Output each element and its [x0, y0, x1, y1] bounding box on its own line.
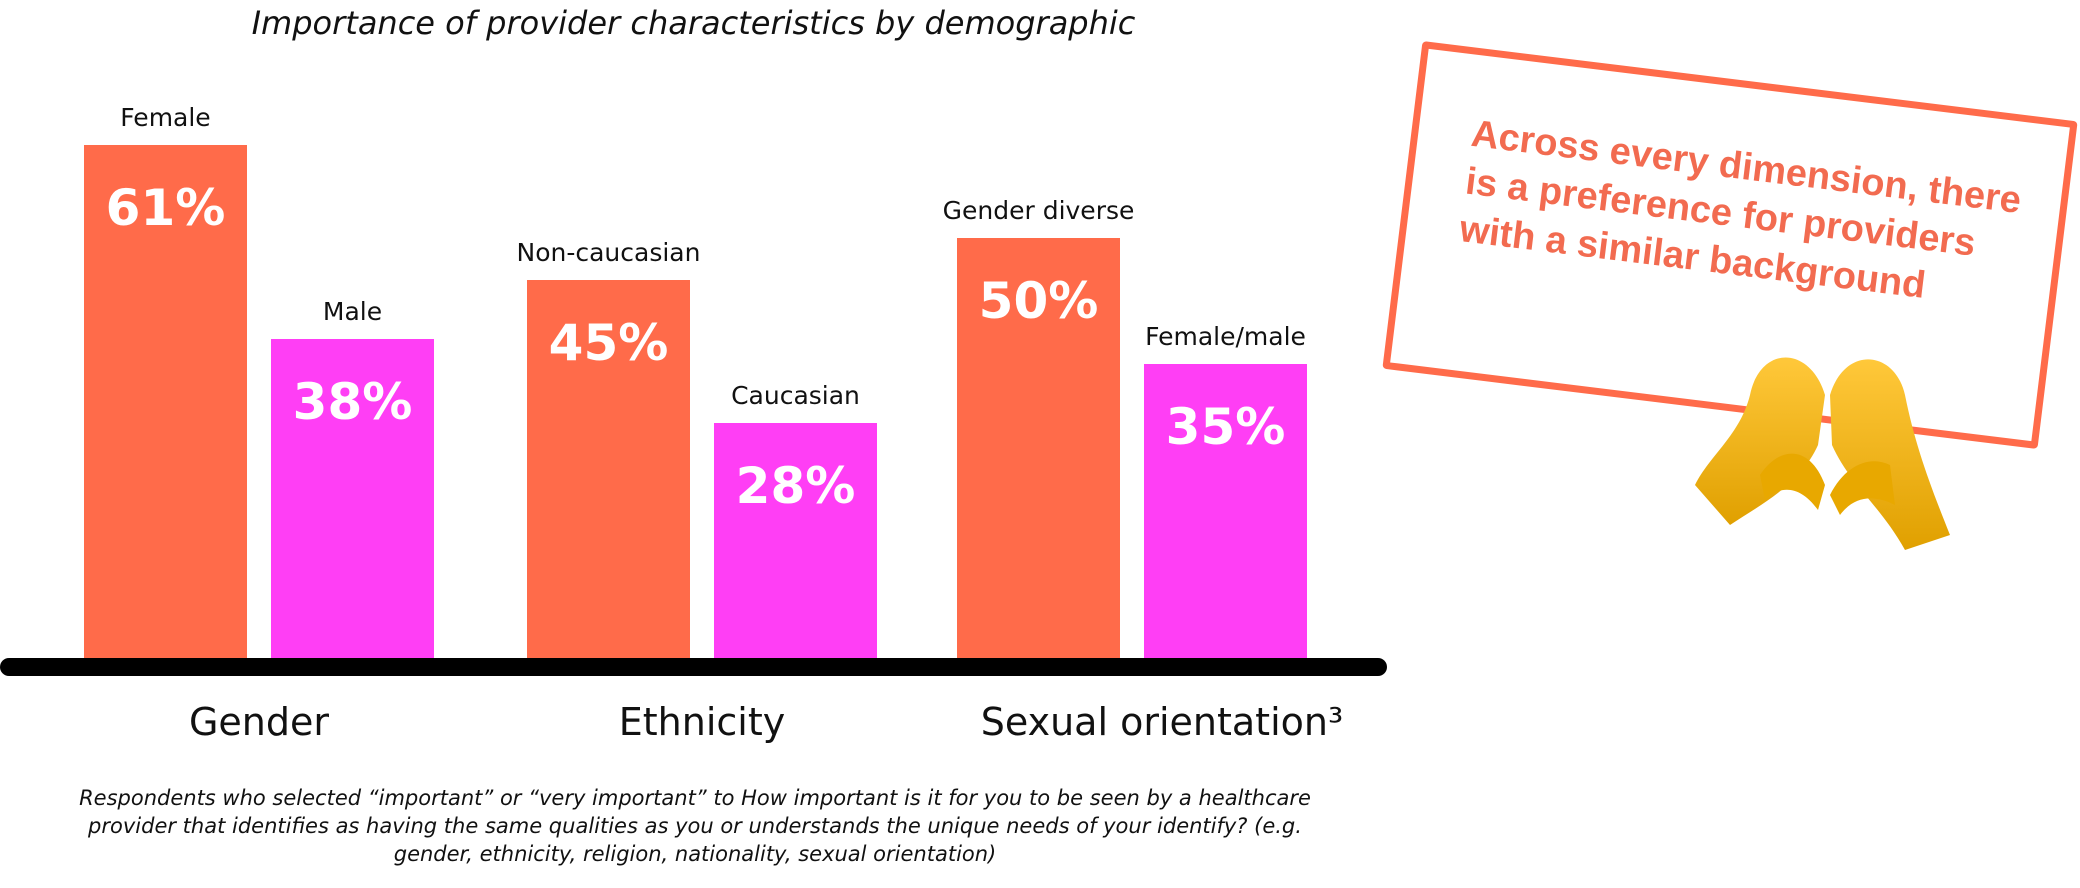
- bar-value-label: 50%: [978, 271, 1099, 330]
- group-label: Ethnicity: [618, 700, 786, 744]
- footnote: Respondents who selected “important” or …: [79, 786, 1311, 866]
- group-label: Gender: [188, 700, 330, 744]
- chart-title: Importance of provider characteristics b…: [251, 4, 1136, 42]
- bar-chart: 61% Female 38% Male Gender 45% Non-caucasian 28…: [84, 102, 1344, 744]
- bar-category-label: Female/male: [1145, 322, 1306, 352]
- bar-value-label: 61%: [105, 178, 226, 237]
- bar-male: 38%: [271, 338, 434, 660]
- bar-category-label: Gender diverse: [942, 195, 1135, 225]
- heart-hands-icon: [1695, 357, 1950, 550]
- x-axis-baseline: [0, 658, 1387, 676]
- bar-value-label: 45%: [548, 313, 669, 372]
- bar-value-label: 28%: [735, 457, 856, 516]
- bar-gender-diverse: 50%: [957, 237, 1120, 660]
- bar-value-label: 38%: [292, 372, 413, 431]
- bar-category-label: Caucasian: [731, 381, 860, 411]
- bar-value-label: 35%: [1165, 398, 1286, 457]
- bar-category-label: Non-caucasian: [516, 237, 701, 267]
- bar-caucasian: 28%: [714, 423, 877, 660]
- bar-female: 61%: [84, 144, 247, 660]
- group-label: Sexual orientation³: [980, 700, 1344, 744]
- bar-female-male: 35%: [1144, 364, 1307, 660]
- bar-category-label: Female: [120, 102, 211, 132]
- bar-category-label: Male: [322, 296, 383, 326]
- bar-non-caucasian: 45%: [527, 279, 690, 660]
